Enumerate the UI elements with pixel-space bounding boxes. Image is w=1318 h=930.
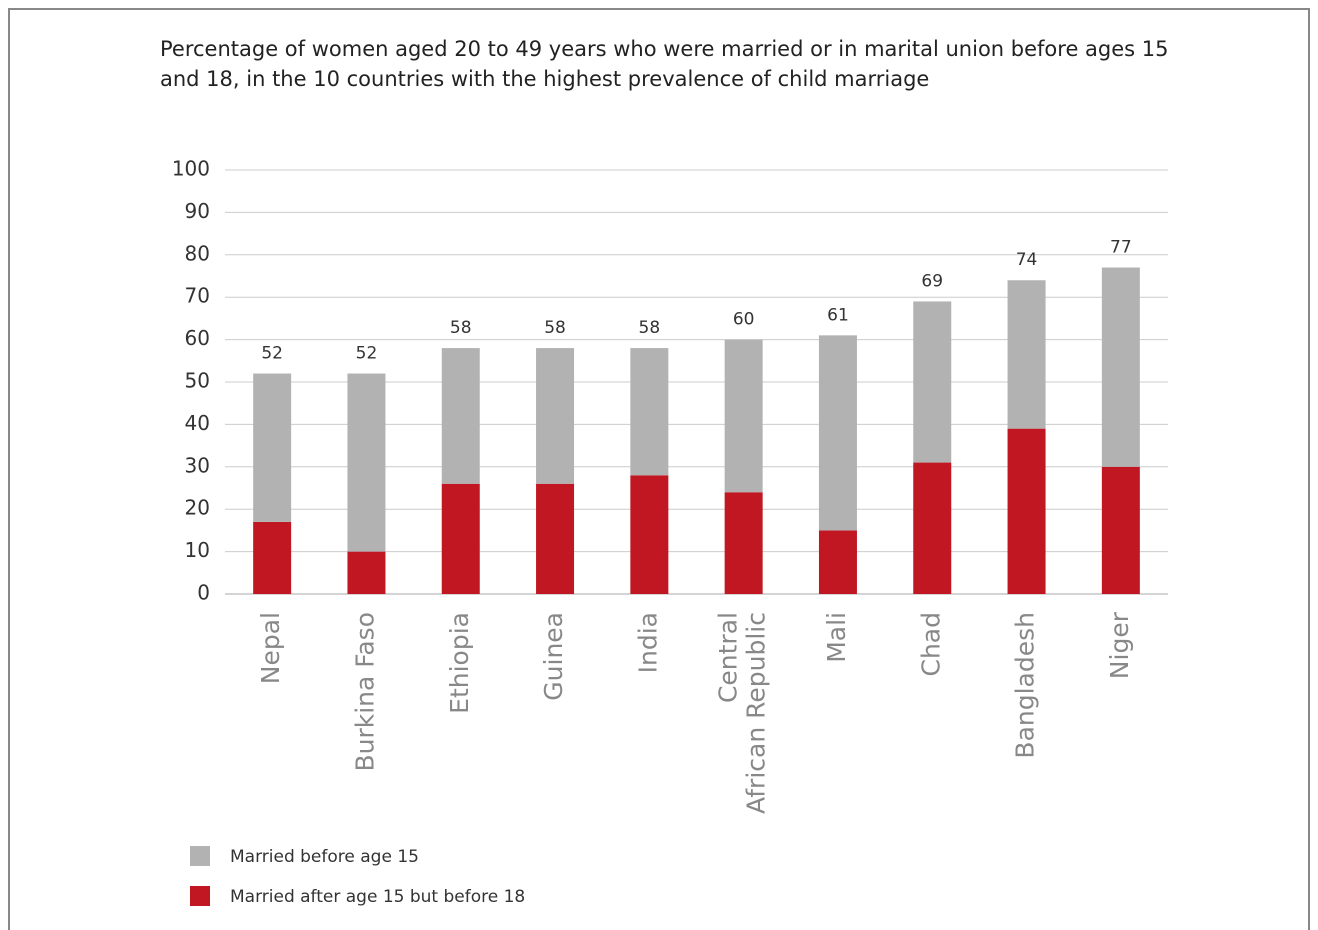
y-tick-label: 100 xyxy=(172,157,210,181)
total-label: 60 xyxy=(733,310,755,330)
bar-segment xyxy=(441,348,480,484)
legend-label: Married before age 15 xyxy=(230,847,419,867)
x-tick-label: Burkina Faso xyxy=(350,612,379,772)
bar-segment xyxy=(1101,466,1140,594)
frame xyxy=(8,8,1310,930)
y-tick-label: 90 xyxy=(185,199,210,223)
x-tick-label: Guinea xyxy=(539,612,568,701)
total-label: 58 xyxy=(450,318,472,338)
bar-segment xyxy=(536,483,575,594)
bar-segment xyxy=(1007,280,1046,429)
bar-segment xyxy=(347,551,386,594)
legend-swatch xyxy=(190,886,210,906)
chart-title: Percentage of women aged 20 to 49 years … xyxy=(160,37,1169,91)
total-label: 74 xyxy=(1016,250,1038,270)
bar-segment xyxy=(913,462,952,594)
bar-segment xyxy=(536,348,575,484)
bar-segment xyxy=(253,521,292,594)
total-label: 77 xyxy=(1110,238,1132,258)
bar-segment xyxy=(253,373,292,522)
bar-segment xyxy=(1101,267,1140,467)
legend-swatch xyxy=(190,846,210,866)
bar-segment xyxy=(913,301,952,463)
total-label: 69 xyxy=(921,271,943,291)
x-tick-label: India xyxy=(633,612,662,673)
bar-segment xyxy=(818,335,857,531)
total-label: 61 xyxy=(827,305,849,325)
y-tick-label: 30 xyxy=(185,453,210,477)
bar-segment xyxy=(724,492,763,594)
y-tick-label: 40 xyxy=(185,411,210,435)
bar-segment xyxy=(347,373,386,552)
bar-segment xyxy=(630,348,669,476)
total-label: 52 xyxy=(356,344,378,364)
y-tick-label: 0 xyxy=(197,581,210,605)
legend-label: Married after age 15 but before 18 xyxy=(230,887,525,907)
x-tick-label: CentralAfrican Republic xyxy=(714,612,771,814)
total-label: 58 xyxy=(639,318,661,338)
x-tick-label: Niger xyxy=(1105,611,1134,679)
y-tick-label: 50 xyxy=(185,369,210,393)
bar-segment xyxy=(724,339,763,493)
y-tick-label: 10 xyxy=(185,538,210,562)
bar-segment xyxy=(818,530,857,594)
bar-segment xyxy=(441,483,480,594)
x-tick-label: Chad xyxy=(916,612,945,677)
x-tick-label: Mali xyxy=(822,612,851,663)
y-tick-label: 70 xyxy=(185,284,210,308)
total-label: 58 xyxy=(544,318,566,338)
x-tick-label: Ethiopia xyxy=(445,612,474,714)
total-label: 52 xyxy=(261,344,283,364)
bar-segment xyxy=(630,475,669,594)
y-tick-label: 60 xyxy=(185,326,210,350)
x-tick-label: Nepal xyxy=(256,612,285,684)
y-tick-label: 80 xyxy=(185,241,210,265)
x-tick-label: Bangladesh xyxy=(1011,612,1040,759)
y-tick-label: 20 xyxy=(185,496,210,520)
bar-segment xyxy=(1007,428,1046,594)
